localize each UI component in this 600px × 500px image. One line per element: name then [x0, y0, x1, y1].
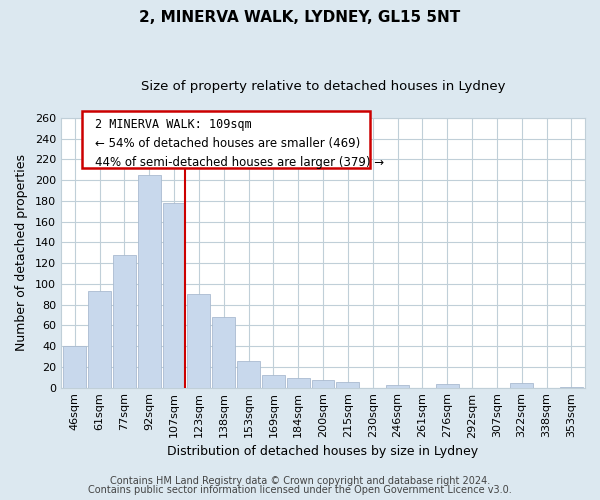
- Bar: [187, 294, 210, 388]
- Bar: [510, 384, 533, 388]
- Bar: [560, 386, 583, 388]
- Text: 44% of semi-detached houses are larger (379) →: 44% of semi-detached houses are larger (…: [95, 156, 384, 168]
- Text: Contains HM Land Registry data © Crown copyright and database right 2024.: Contains HM Land Registry data © Crown c…: [110, 476, 490, 486]
- Bar: [113, 254, 136, 388]
- Bar: [386, 386, 409, 388]
- Bar: [237, 360, 260, 388]
- Text: 2, MINERVA WALK, LYDNEY, GL15 5NT: 2, MINERVA WALK, LYDNEY, GL15 5NT: [139, 10, 461, 25]
- Bar: [436, 384, 458, 388]
- Bar: [337, 382, 359, 388]
- Y-axis label: Number of detached properties: Number of detached properties: [15, 154, 28, 351]
- Bar: [212, 317, 235, 388]
- Bar: [63, 346, 86, 388]
- Bar: [163, 203, 185, 388]
- Text: 2 MINERVA WALK: 109sqm: 2 MINERVA WALK: 109sqm: [95, 118, 252, 131]
- Bar: [311, 380, 334, 388]
- Text: Contains public sector information licensed under the Open Government Licence v3: Contains public sector information licen…: [88, 485, 512, 495]
- Bar: [88, 291, 111, 388]
- X-axis label: Distribution of detached houses by size in Lydney: Distribution of detached houses by size …: [167, 444, 479, 458]
- FancyBboxPatch shape: [82, 111, 370, 168]
- Title: Size of property relative to detached houses in Lydney: Size of property relative to detached ho…: [141, 80, 505, 93]
- Bar: [287, 378, 310, 388]
- Text: ← 54% of detached houses are smaller (469): ← 54% of detached houses are smaller (46…: [95, 136, 361, 149]
- Bar: [138, 175, 161, 388]
- Bar: [262, 375, 285, 388]
